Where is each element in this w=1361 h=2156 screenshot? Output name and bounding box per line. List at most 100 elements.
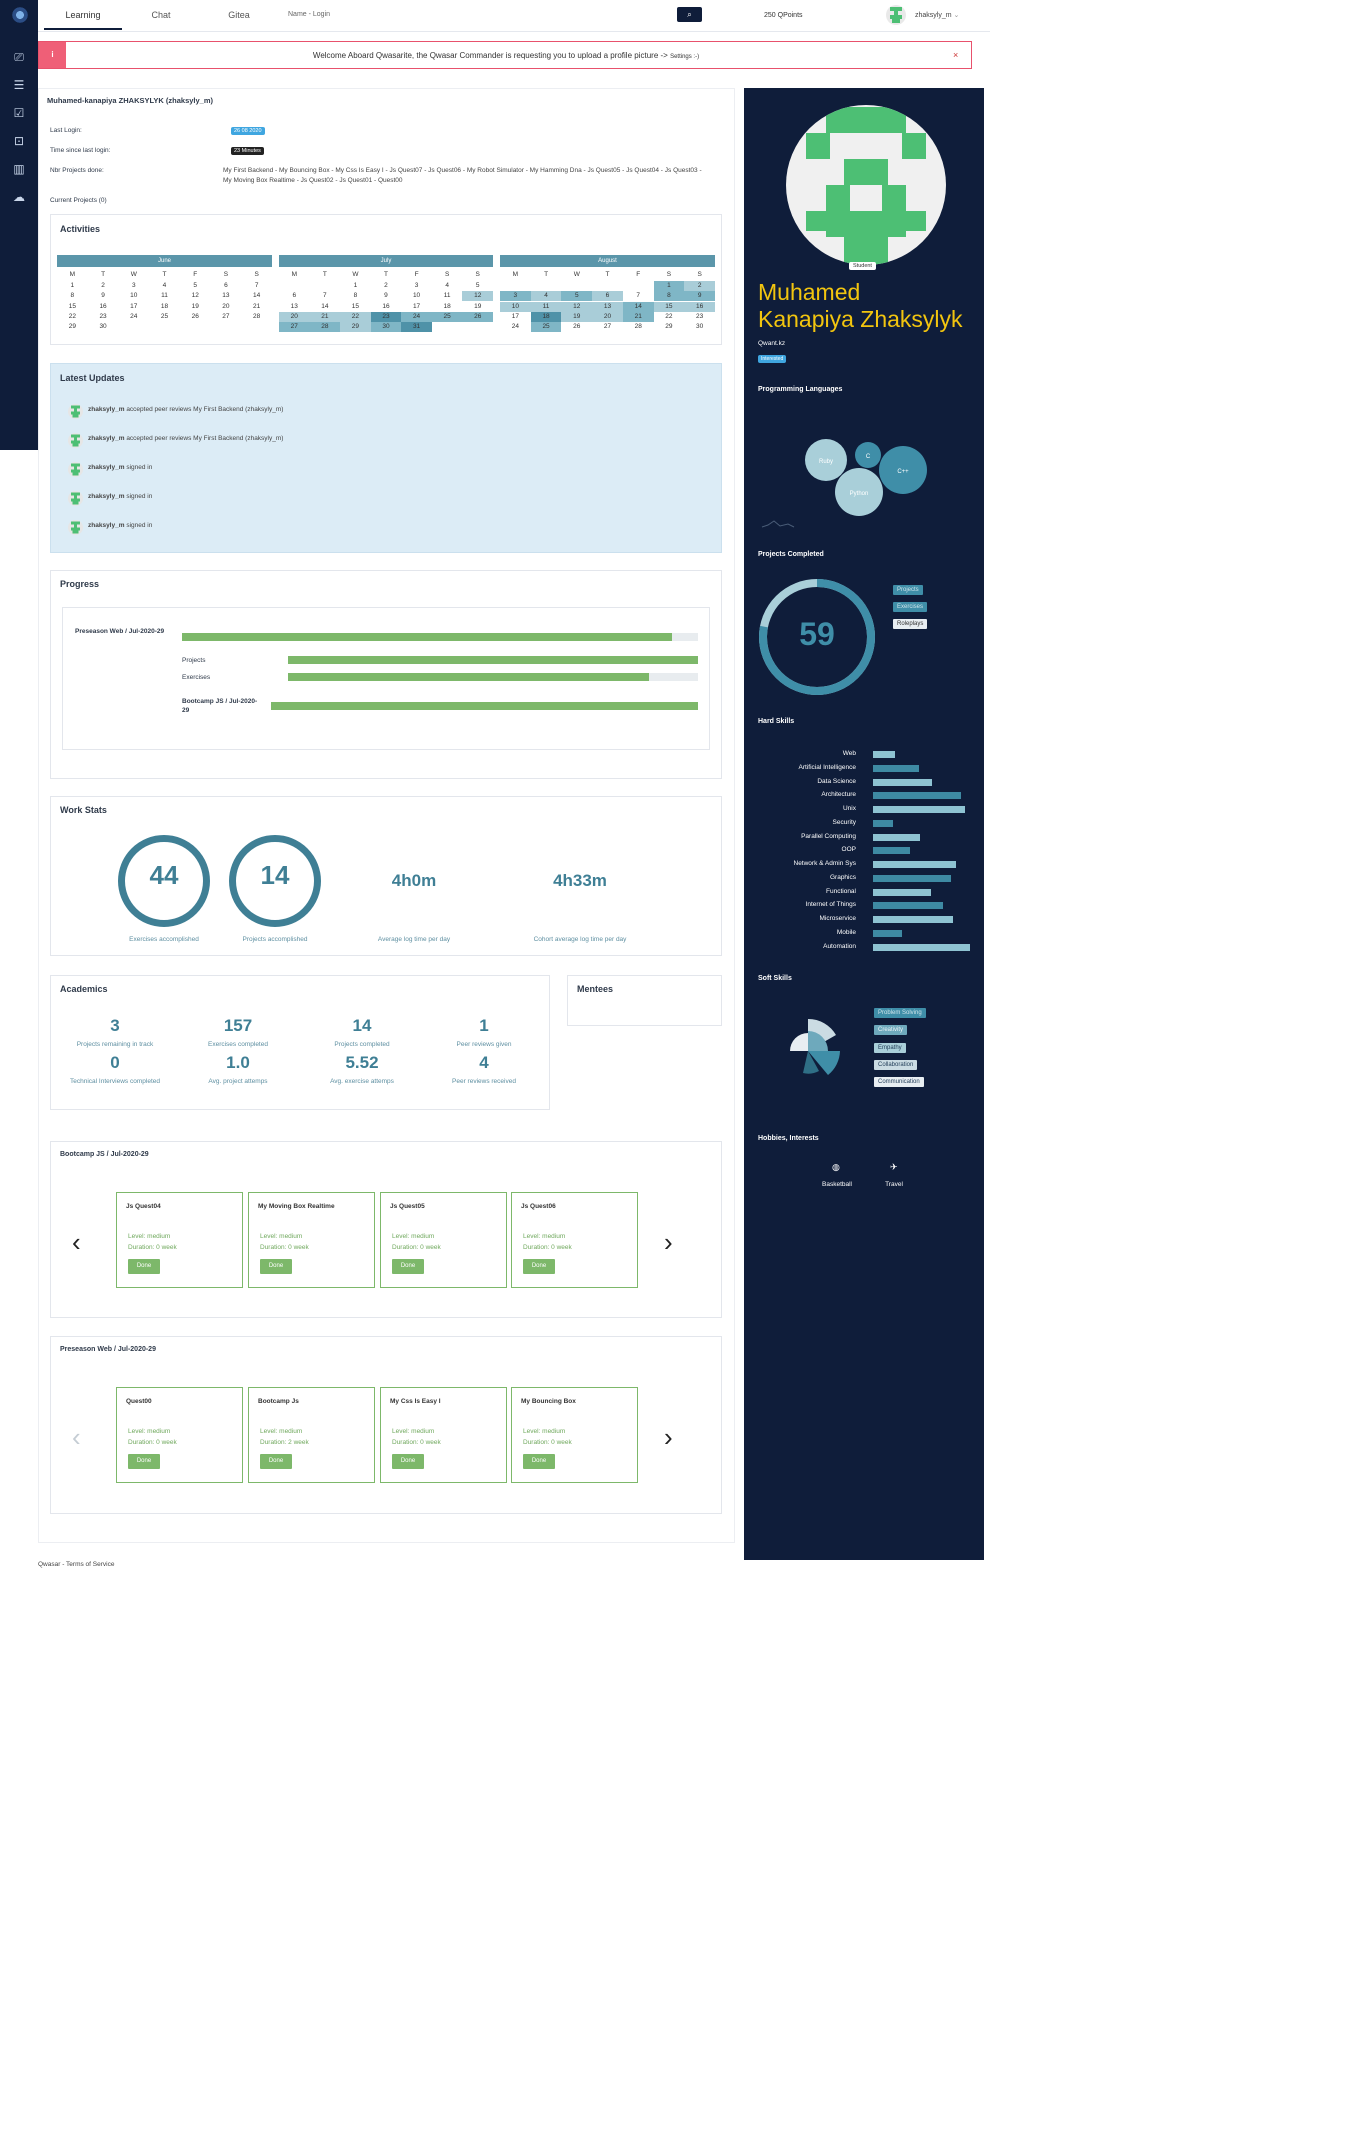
- calendar-day[interactable]: 6: [592, 291, 623, 302]
- calendar-day[interactable]: 26: [462, 311, 493, 322]
- quest-card[interactable]: Js Quest05 Level: medium Duration: 0 week D…: [380, 1192, 507, 1288]
- calendar-day[interactable]: 4: [162, 282, 167, 289]
- calendar-day[interactable]: 5: [561, 291, 593, 302]
- calendar-day[interactable]: 6: [224, 282, 228, 289]
- calendar-day[interactable]: 13: [222, 292, 230, 300]
- calendar-day[interactable]: 18: [530, 311, 562, 322]
- calendar-day[interactable]: 14: [253, 292, 261, 300]
- calendar-day[interactable]: 23: [99, 312, 107, 320]
- calendar-day[interactable]: 22: [68, 312, 76, 320]
- user-menu[interactable]: zhaksyly_m ⌄: [915, 12, 960, 19]
- quest-card[interactable]: Bootcamp Js Level: medium Duration: 2 week…: [248, 1387, 375, 1483]
- calendar-day[interactable]: 26: [573, 323, 581, 331]
- calendar-day[interactable]: 4: [530, 291, 562, 302]
- calendar-day[interactable]: [462, 322, 493, 332]
- calendar-day[interactable]: 4: [445, 282, 449, 289]
- calendar-day[interactable]: 29: [340, 322, 371, 333]
- calendar-day[interactable]: 7: [323, 292, 327, 300]
- calendar-day[interactable]: 20: [279, 311, 310, 322]
- calendar-day[interactable]: 27: [222, 312, 230, 320]
- books-icon[interactable]: ▥: [13, 162, 25, 176]
- calendar-day[interactable]: [623, 281, 654, 291]
- calendar-day[interactable]: 19: [474, 302, 482, 310]
- calendar-day[interactable]: 16: [684, 301, 715, 312]
- preseason-next-icon[interactable]: ›: [664, 1422, 673, 1452]
- footer-link[interactable]: Qwasar - Terms of Service: [38, 1561, 115, 1568]
- calendar-day[interactable]: 31: [401, 322, 432, 333]
- calendar-day[interactable]: 1: [70, 282, 75, 289]
- calendar-day[interactable]: 16: [382, 302, 390, 310]
- calendar-day[interactable]: [149, 322, 180, 332]
- checkbox-icon[interactable]: ☑: [13, 106, 25, 120]
- preseason-prev-icon[interactable]: ‹: [72, 1422, 81, 1452]
- calendar-day[interactable]: 18: [443, 302, 451, 310]
- calendar-day[interactable]: 30: [370, 322, 402, 333]
- calendar-day[interactable]: [211, 322, 242, 332]
- calendar-day[interactable]: 23: [696, 312, 704, 320]
- calendar-day[interactable]: 29: [665, 323, 673, 331]
- calendar-day[interactable]: 28: [634, 323, 642, 331]
- calendar-day[interactable]: 2: [384, 282, 388, 289]
- quest-card[interactable]: My Css Is Easy I Level: medium Duration: 0…: [380, 1387, 507, 1483]
- calendar-day[interactable]: 9: [684, 291, 715, 302]
- quest-done-button[interactable]: Done: [523, 1454, 555, 1469]
- calendar-day[interactable]: 3: [500, 291, 531, 302]
- calendar-day[interactable]: 30: [696, 323, 704, 331]
- calendar-day[interactable]: 24: [511, 323, 519, 331]
- quest-done-button[interactable]: Done: [260, 1454, 292, 1469]
- calendar-day[interactable]: [592, 281, 623, 291]
- bootcamp-prev-icon[interactable]: ‹: [72, 1227, 81, 1257]
- update-user[interactable]: zhaksyly_m: [88, 522, 125, 529]
- calendar-day[interactable]: 19: [191, 302, 199, 310]
- calendar-day[interactable]: 21: [309, 311, 341, 322]
- calendar-day[interactable]: 9: [101, 292, 105, 300]
- calendar-day[interactable]: 2: [101, 282, 105, 289]
- settings-link[interactable]: Settings :-): [670, 54, 700, 60]
- calendar-day[interactable]: 1: [653, 281, 685, 291]
- calendar-day[interactable]: 13: [592, 301, 623, 312]
- calendar-day[interactable]: [279, 281, 310, 291]
- calendar-day[interactable]: [500, 281, 531, 291]
- calendar-day[interactable]: 19: [561, 311, 593, 322]
- calendar-day[interactable]: 24: [130, 312, 138, 320]
- tab-chat[interactable]: Chat: [151, 10, 171, 20]
- quest-done-button[interactable]: Done: [260, 1259, 292, 1274]
- calendar-day[interactable]: 3: [414, 282, 419, 289]
- calendar-day[interactable]: 15: [653, 301, 685, 312]
- search-button[interactable]: ⌕: [677, 7, 702, 22]
- calendar-day[interactable]: 28: [309, 322, 341, 333]
- calendar-day[interactable]: 10: [500, 301, 531, 312]
- calendar-day[interactable]: 30: [99, 323, 107, 331]
- calendar-day[interactable]: 8: [653, 291, 685, 302]
- calendar-day[interactable]: 13: [290, 302, 298, 310]
- calendar-day[interactable]: 26: [191, 312, 199, 320]
- update-user[interactable]: zhaksyly_m: [88, 464, 125, 471]
- calendar-day[interactable]: 22: [665, 312, 673, 320]
- chat-icon[interactable]: ☁: [13, 190, 25, 204]
- calendar-day[interactable]: 24: [401, 311, 432, 322]
- quest-done-button[interactable]: Done: [392, 1454, 424, 1469]
- calendar-day[interactable]: 16: [99, 302, 107, 310]
- calendar-day[interactable]: 6: [292, 292, 297, 300]
- calendar-day[interactable]: 12: [561, 301, 593, 312]
- tab-learning[interactable]: Learning: [44, 0, 122, 30]
- calendar-day[interactable]: 1: [353, 282, 358, 289]
- calendar-day[interactable]: 11: [161, 292, 168, 300]
- quest-done-button[interactable]: Done: [392, 1259, 424, 1274]
- calendar-day[interactable]: 15: [68, 302, 76, 310]
- calendar-day[interactable]: 10: [412, 292, 421, 300]
- profile-card-icon[interactable]: ⊡: [13, 134, 25, 148]
- calendar-day[interactable]: 12: [462, 291, 493, 302]
- bootcamp-next-icon[interactable]: ›: [664, 1227, 673, 1257]
- tab-gitea[interactable]: Gitea: [228, 10, 250, 20]
- qwasar-logo[interactable]: [11, 6, 29, 24]
- calendar-day[interactable]: 7: [636, 292, 640, 300]
- calendar-day[interactable]: [310, 281, 341, 291]
- calendar-day[interactable]: 3: [131, 282, 136, 289]
- calendar-day[interactable]: 20: [222, 302, 230, 310]
- calendar-day[interactable]: 25: [530, 322, 562, 333]
- calendar-day[interactable]: 21: [622, 311, 654, 322]
- calendar-day[interactable]: 2: [684, 281, 715, 291]
- list-icon[interactable]: ☰: [13, 78, 25, 92]
- calendar-day[interactable]: 23: [370, 311, 402, 322]
